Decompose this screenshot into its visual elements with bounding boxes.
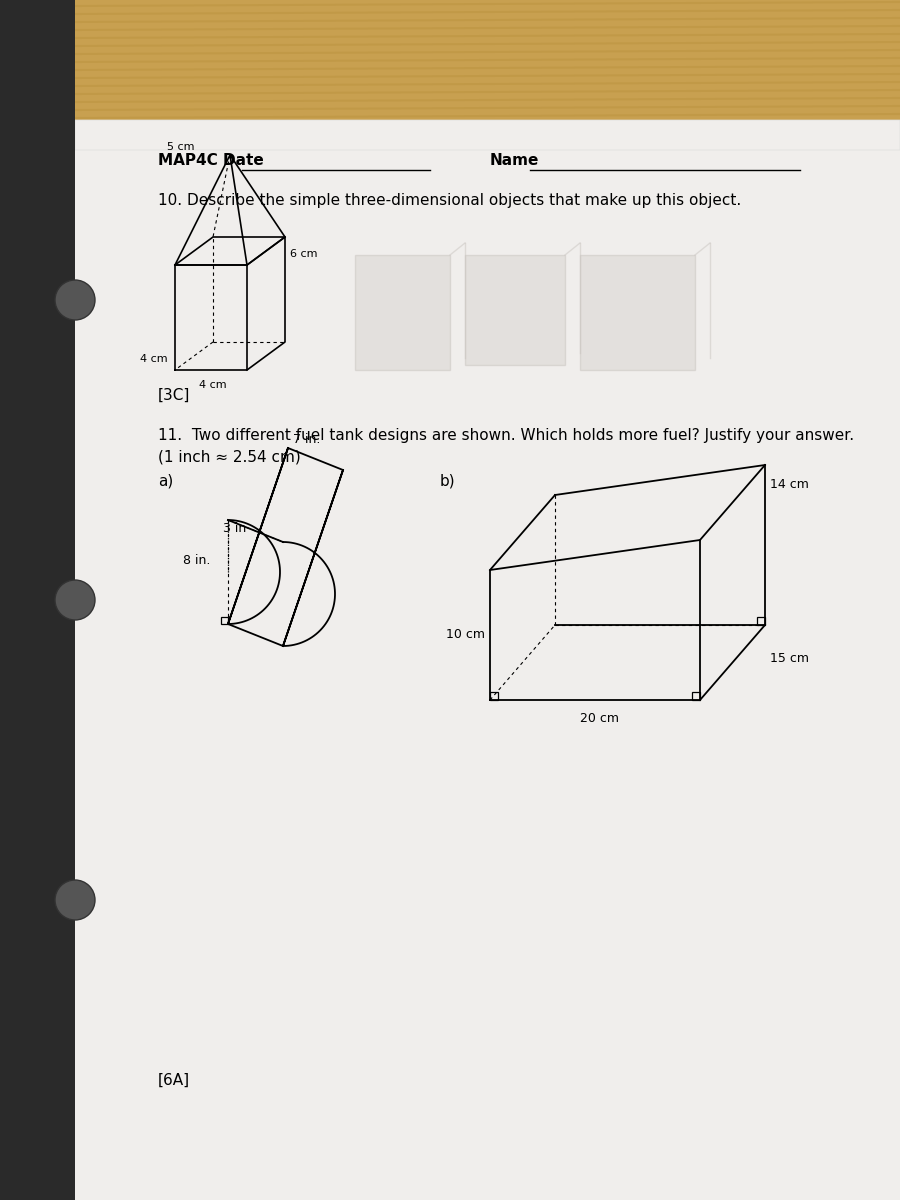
Bar xyxy=(692,692,700,700)
Text: 5 cm: 5 cm xyxy=(167,142,194,152)
Text: 20 cm: 20 cm xyxy=(580,712,619,725)
Bar xyxy=(0,0,75,1200)
Text: 10 cm: 10 cm xyxy=(446,629,485,642)
Bar xyxy=(465,254,565,365)
Bar xyxy=(490,692,498,700)
Text: b): b) xyxy=(440,474,455,490)
Text: 11.  Two different fuel tank designs are shown. Which holds more fuel? Justify y: 11. Two different fuel tank designs are … xyxy=(158,428,854,443)
Text: 7 in.: 7 in. xyxy=(293,433,320,446)
Bar xyxy=(355,254,450,370)
FancyBboxPatch shape xyxy=(75,120,900,150)
Circle shape xyxy=(55,580,95,620)
Text: 10. Describe the simple three-dimensional objects that make up this object.: 10. Describe the simple three-dimensiona… xyxy=(158,193,742,208)
Text: a): a) xyxy=(158,474,173,490)
Text: MAP4C Date: MAP4C Date xyxy=(158,152,264,168)
Text: (1 inch ≈ 2.54 cm): (1 inch ≈ 2.54 cm) xyxy=(158,450,301,464)
Text: 15 cm: 15 cm xyxy=(770,653,809,666)
Circle shape xyxy=(55,280,95,320)
Text: [3C]: [3C] xyxy=(158,388,191,403)
Text: 6 cm: 6 cm xyxy=(290,248,318,259)
Text: 8 in.: 8 in. xyxy=(183,554,211,566)
Text: 14 cm: 14 cm xyxy=(770,478,809,491)
Text: [6A]: [6A] xyxy=(158,1073,190,1088)
Bar xyxy=(580,254,695,370)
Text: 4 cm: 4 cm xyxy=(140,354,167,364)
Text: 4 cm: 4 cm xyxy=(199,380,227,390)
Bar xyxy=(757,617,765,625)
Text: 3 in: 3 in xyxy=(223,522,247,535)
Bar xyxy=(221,617,228,624)
Circle shape xyxy=(55,880,95,920)
Text: Name: Name xyxy=(490,152,539,168)
